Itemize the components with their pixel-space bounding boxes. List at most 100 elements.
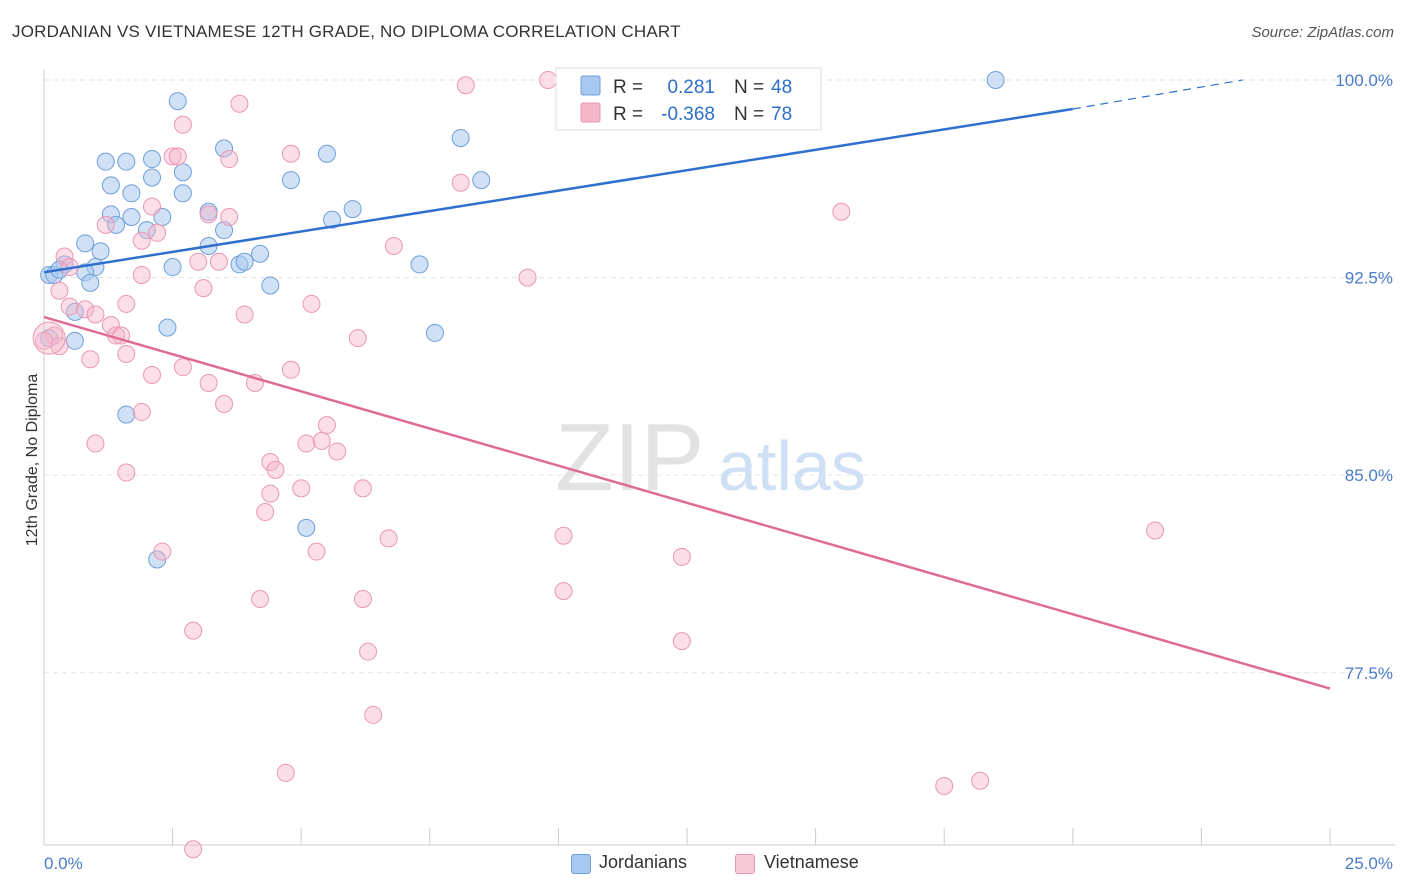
watermark-atlas: atlas — [718, 427, 866, 505]
watermark-zip: ZIP — [555, 404, 704, 511]
point-vietnamese — [117, 294, 136, 313]
point-vietnamese — [312, 431, 331, 450]
axes — [43, 70, 1395, 846]
point-vietnamese — [328, 442, 347, 461]
point-vietnamese — [163, 147, 182, 166]
point-vietnamese — [220, 150, 239, 169]
trend-line-vietnamese — [43, 315, 1331, 690]
point-jordanians — [96, 152, 115, 171]
point-jordanians — [425, 323, 444, 342]
point-jordanians — [173, 184, 192, 203]
legend-r-value: -0.368 — [661, 104, 715, 125]
point-vietnamese — [76, 300, 95, 319]
y-tick-label: 85.0% — [1345, 466, 1393, 485]
point-jordanians — [235, 252, 254, 271]
point-jordanians — [143, 168, 162, 187]
point-vietnamese — [379, 529, 398, 548]
legend-swatch-vietnamese — [580, 102, 601, 123]
point-vietnamese — [672, 547, 691, 566]
y-tick-label: 92.5% — [1345, 269, 1393, 288]
point-jordanians — [173, 163, 192, 182]
legend-r-value: 0.281 — [667, 77, 715, 98]
point-vietnamese — [832, 202, 851, 221]
point-vietnamese — [364, 705, 383, 724]
legend-r-label: R = — [613, 104, 643, 125]
legend-label-jordanians: Jordanians — [599, 852, 688, 872]
point-vietnamese — [554, 526, 573, 545]
point-jordanians — [323, 210, 342, 229]
x-tick-label: 25.0% — [1345, 854, 1393, 873]
point-vietnamese — [86, 305, 105, 324]
point-vietnamese — [348, 329, 367, 348]
point-vietnamese — [143, 197, 162, 216]
y-tick-label: 77.5% — [1345, 664, 1393, 683]
point-jordanians — [65, 302, 84, 321]
trend-lines — [43, 79, 1331, 690]
point-vietnamese — [230, 94, 249, 113]
point-vietnamese — [96, 215, 115, 234]
point-jordanians — [472, 171, 491, 190]
point-jordanians — [297, 518, 316, 537]
point-jordanians — [163, 258, 182, 277]
legend-n-label: N = — [734, 104, 764, 125]
point-vietnamese — [261, 484, 280, 503]
point-vietnamese — [132, 265, 151, 284]
point-vietnamese — [117, 344, 136, 363]
point-vietnamese — [199, 205, 218, 224]
point-jordanians — [137, 221, 156, 240]
trend-line-jordanians — [43, 107, 1073, 274]
point-vietnamese — [220, 207, 239, 226]
x-tick-labels: 0.0% 25.0% — [44, 854, 1393, 873]
point-jordanians — [986, 71, 1005, 89]
point-jordanians — [122, 207, 141, 226]
point-jordanians — [410, 255, 429, 274]
x-tick-label: 0.0% — [44, 854, 83, 873]
point-vietnamese — [50, 337, 69, 356]
legend-swatch-jordanians — [571, 854, 591, 874]
point-vietnamese — [184, 621, 203, 640]
point-vietnamese — [317, 416, 336, 435]
point-vietnamese — [45, 326, 64, 345]
point-vietnamese — [307, 542, 326, 561]
point-vietnamese — [153, 542, 172, 561]
point-jordanians — [107, 215, 126, 234]
point-vietnamese — [456, 76, 475, 95]
point-vietnamese — [297, 434, 316, 453]
point-vietnamese — [173, 358, 192, 377]
point-vietnamese — [384, 236, 403, 255]
point-jordanians — [281, 171, 300, 190]
point-jordanians — [261, 276, 280, 295]
point-jordanians — [158, 318, 177, 337]
point-vietnamese — [143, 366, 162, 385]
point-cluster — [32, 321, 66, 355]
point-vietnamese — [132, 231, 151, 250]
y-tick-labels: 77.5% 85.0% 92.5% 100.0% — [1335, 71, 1393, 683]
point-vietnamese — [266, 460, 285, 479]
point-jordanians — [215, 139, 234, 158]
point-vietnamese — [132, 402, 151, 421]
point-vietnamese — [554, 582, 573, 601]
y-tick-label: 100.0% — [1335, 71, 1393, 90]
legend-box: R = 0.281 N = 48 R = -0.368 N = 78 — [555, 67, 822, 131]
point-vietnamese — [168, 147, 187, 166]
trend-line-jordanians-extension — [1072, 79, 1243, 110]
point-vietnamese — [148, 223, 167, 242]
legend-swatch-vietnamese — [735, 854, 755, 874]
point-vietnamese — [184, 840, 203, 859]
point-vietnamese — [235, 305, 254, 324]
legend-n-value: 78 — [771, 104, 792, 125]
point-vietnamese — [935, 777, 954, 796]
point-vietnamese — [292, 479, 311, 498]
point-jordanians — [76, 234, 95, 253]
point-vietnamese — [194, 279, 213, 298]
point-vietnamese — [215, 395, 234, 414]
legend-label-vietnamese: Vietnamese — [764, 852, 859, 872]
point-vietnamese — [281, 360, 300, 379]
point-jordanians — [168, 92, 187, 111]
point-vietnamese — [971, 771, 990, 790]
point-jordanians — [451, 128, 470, 147]
point-vietnamese — [173, 115, 192, 134]
point-jordanians — [143, 150, 162, 169]
point-vietnamese — [359, 642, 378, 661]
